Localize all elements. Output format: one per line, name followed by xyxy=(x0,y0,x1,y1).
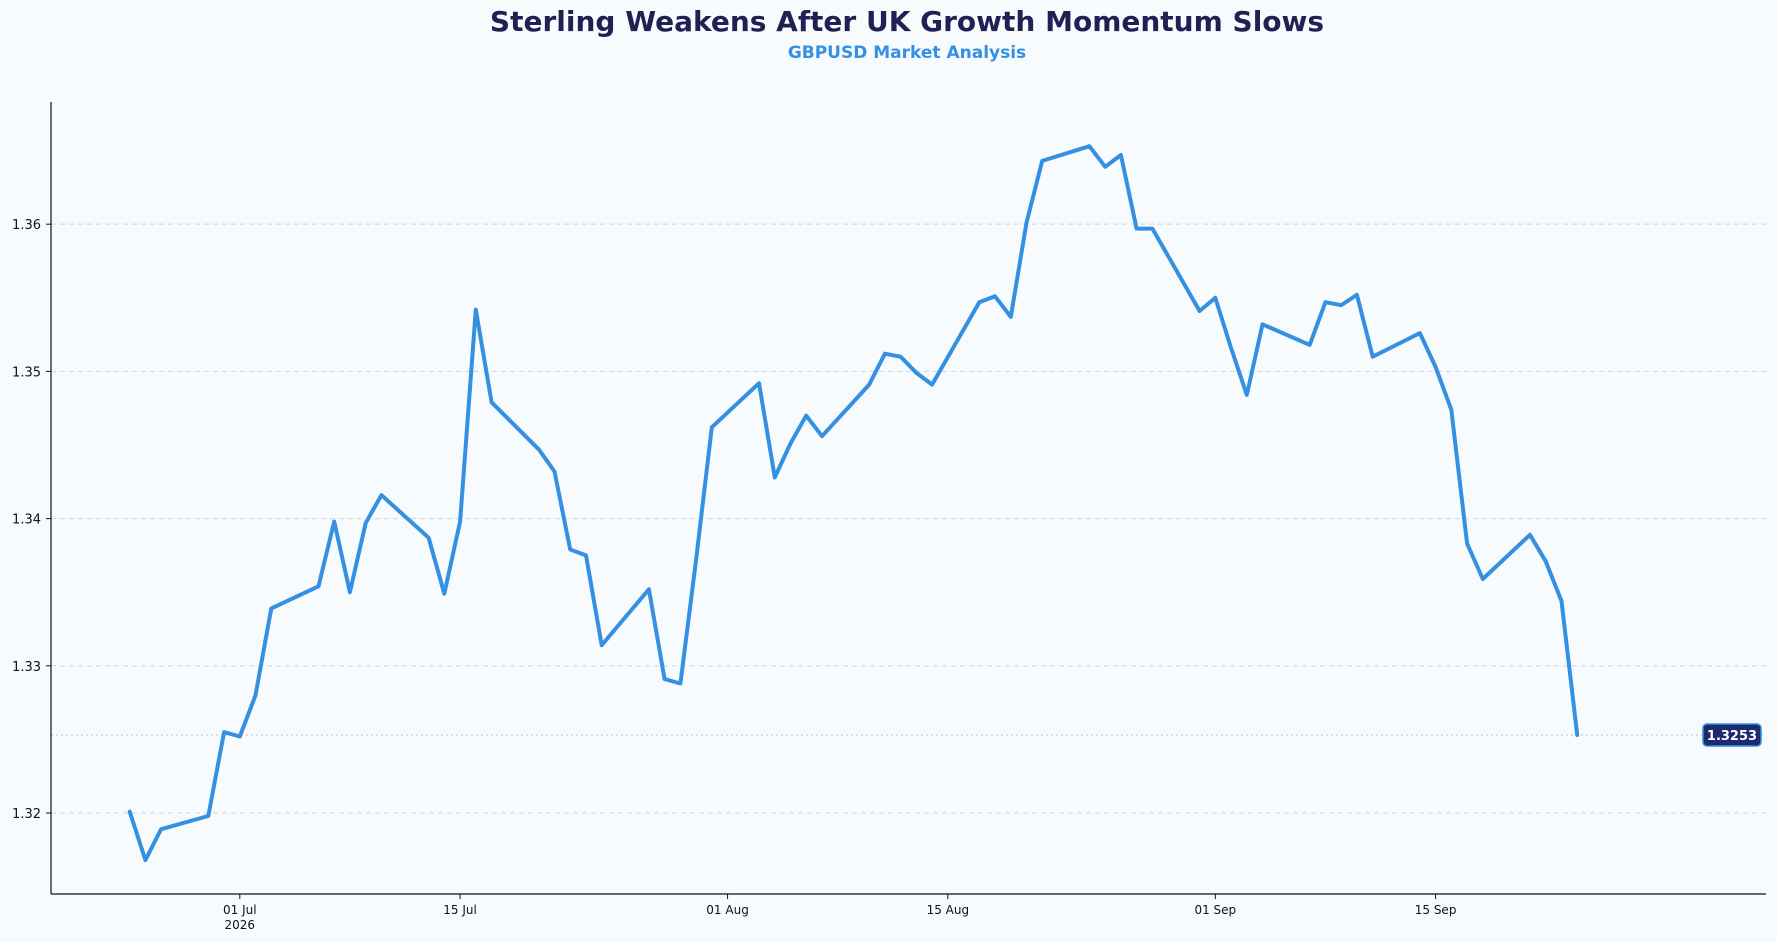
y-tick-label: 1.33 xyxy=(12,660,41,675)
series-line xyxy=(127,144,1580,863)
x-tick-label: 15 Jul xyxy=(443,903,477,917)
y-tick-label: 1.32 xyxy=(12,807,41,822)
x-tick-label: 01 Jul xyxy=(223,903,257,917)
series-layer xyxy=(127,144,1580,863)
x-tick-sublabel: 2026 xyxy=(225,918,256,932)
grid-lines xyxy=(51,223,1766,814)
y-tick-label: 1.34 xyxy=(12,513,41,528)
x-tick-label: 15 Sep xyxy=(1415,903,1457,917)
last-value-badge xyxy=(1702,723,1762,747)
y-tick-label: 1.35 xyxy=(12,365,41,380)
x-tick-label: 01 Sep xyxy=(1194,903,1236,917)
axes xyxy=(50,102,1766,895)
chart-subtitle: GBPUSD Market Analysis xyxy=(788,43,1026,63)
last-value-badge-group: 1.3253 xyxy=(1702,723,1762,747)
last-value-label: 1.3253 xyxy=(1707,729,1757,744)
x-tick-label: 15 Aug xyxy=(927,903,970,917)
y-tick-label: 1.36 xyxy=(12,218,41,233)
x-tick-label: 01 Aug xyxy=(706,903,749,917)
y-axis-ticks: 1.32 1.33 1.34 1.35 1.36 xyxy=(12,218,51,822)
chart-title: Sterling Weakens After UK Growth Momentu… xyxy=(490,5,1324,38)
